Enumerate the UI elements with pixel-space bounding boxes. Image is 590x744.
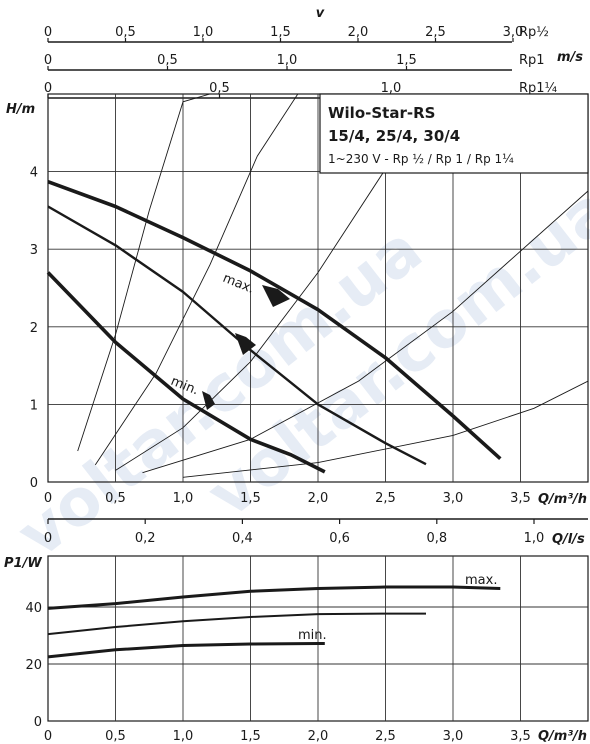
- velocity-tick-label: 1,0: [277, 53, 298, 68]
- power-x-tick-label: 2,5: [375, 729, 396, 744]
- power-x-tick-label: 1,0: [173, 729, 194, 744]
- power-series-line: [47, 612, 426, 636]
- flow-ls-tick-label: 0,8: [426, 531, 447, 546]
- head-x-tick-label: 1,5: [240, 491, 261, 506]
- velocity-tick-label: 1,0: [193, 25, 214, 40]
- flow-ls-axis: Q/l/s 0 0,2 0,4 0,6 0,8 1,0: [44, 518, 588, 547]
- power-series-line: [47, 585, 501, 610]
- head-x-tick-label: 0: [44, 491, 52, 506]
- flow-ls-tick-label: 0: [44, 531, 52, 546]
- power-chart: max. min. 0 0,5 1,0 1,5 2,0 2,5 3,0 3,5 0 20 40 P1/…: [4, 555, 589, 744]
- system-curve: [115, 148, 400, 471]
- power-x-tick-label: 3,0: [443, 729, 464, 744]
- power-y-tick-label: 20: [25, 658, 42, 673]
- head-y-tick-label: 2: [30, 321, 38, 336]
- power-x-tick-label: 0: [44, 729, 52, 744]
- head-y-tick-label: 3: [30, 243, 38, 258]
- speed-marker-max: [262, 285, 290, 307]
- head-x-tick-label: 2,0: [308, 491, 329, 506]
- head-x-tick-label: 3,5: [510, 491, 531, 506]
- velocity-symbol: v: [316, 6, 325, 21]
- power-chart-ticks: 0 0,5 1,0 1,5 2,0 2,5 3,0 3,5 0 20 40: [25, 601, 530, 744]
- power-series-line: [47, 642, 325, 659]
- legend-model-sizes: 15/4, 25/4, 30/4: [328, 127, 460, 145]
- power-axis-label: P1/W: [4, 556, 42, 571]
- head-chart-ticks: 0 0,5 1,0 1,5 2,0 2,5 3,0 3,5 0 1 2 3 4: [30, 166, 531, 506]
- flow-ls-tick-label: 0,2: [135, 531, 156, 546]
- system-curve: [94, 94, 299, 466]
- velocity-tick-label: 1,5: [270, 25, 291, 40]
- head-x-tick-label: 1,0: [173, 491, 194, 506]
- legend-supply: 1~230 V - Rp ½ / Rp 1 / Rp 1¼: [328, 152, 514, 166]
- speed-marker-mid: [235, 333, 256, 355]
- head-series-line: [47, 205, 427, 466]
- head-y-tick-label: 4: [30, 166, 38, 181]
- velocity-tick-label: 0: [44, 81, 52, 96]
- power-annotation-min: min.: [298, 628, 327, 643]
- velocity-tick-label: 0,5: [115, 25, 136, 40]
- velocity-tick-label: 2,5: [425, 25, 446, 40]
- velocity-tick-label: 0,5: [157, 53, 178, 68]
- speed-marker-min: [202, 391, 215, 410]
- velocity-scale-name: Rp1¼: [519, 81, 558, 96]
- flow-ls-axis-label: Q/l/s: [552, 532, 585, 547]
- power-x-tick-label: 3,5: [510, 729, 531, 744]
- power-curves: max. min.: [47, 573, 501, 659]
- velocity-tick-label: 0,5: [209, 81, 230, 96]
- system-curve: [142, 190, 588, 474]
- power-y-tick-label: 40: [25, 601, 42, 616]
- velocity-tick-label: 0: [44, 53, 52, 68]
- head-x-tick-label: 2,5: [375, 491, 396, 506]
- flow-ls-tick-label: 0,4: [232, 531, 253, 546]
- velocity-scale-name: Rp1: [519, 53, 545, 68]
- velocity-tick-label: 2,0: [348, 25, 369, 40]
- power-x-tick-label: 2,0: [308, 729, 329, 744]
- head-series-line: [47, 180, 502, 461]
- velocity-tick-label: 3,0: [503, 25, 524, 40]
- power-annotation-max: max.: [465, 573, 497, 588]
- system-curve: [77, 94, 211, 452]
- system-curves: [77, 94, 588, 478]
- power-x-tick-label: 0,5: [105, 729, 126, 744]
- velocity-tick-label: 1,0: [381, 81, 402, 96]
- velocity-tick-label: 0: [44, 25, 52, 40]
- head-series-line: [46, 271, 326, 474]
- velocity-unit: m/s: [557, 50, 583, 65]
- head-y-tick-label: 0: [30, 476, 38, 491]
- head-y-tick-label: 1: [30, 398, 38, 413]
- system-curve: [182, 380, 588, 478]
- velocity-scale-name: Rp½: [519, 25, 549, 40]
- flow-ls-tick-label: 1,0: [524, 531, 545, 546]
- legend-model-name: Wilo-Star-RS: [328, 104, 435, 122]
- head-x-axis-label: Q/m³/h: [538, 492, 587, 507]
- power-x-axis-label: Q/m³/h: [538, 729, 587, 744]
- power-y-tick-label: 0: [34, 715, 42, 730]
- head-x-tick-label: 3,0: [443, 491, 464, 506]
- power-chart-grid: [48, 556, 588, 721]
- legend-box-frame: [319, 93, 589, 174]
- velocity-tick-label: 1,5: [396, 53, 417, 68]
- legend-box: Wilo-Star-RS 15/4, 25/4, 30/4 1~230 V - …: [319, 93, 589, 174]
- head-axis-label: H/m: [6, 102, 35, 117]
- head-x-tick-label: 0,5: [105, 491, 126, 506]
- flow-ls-tick-label: 0,6: [329, 531, 350, 546]
- power-x-tick-label: 1,5: [240, 729, 261, 744]
